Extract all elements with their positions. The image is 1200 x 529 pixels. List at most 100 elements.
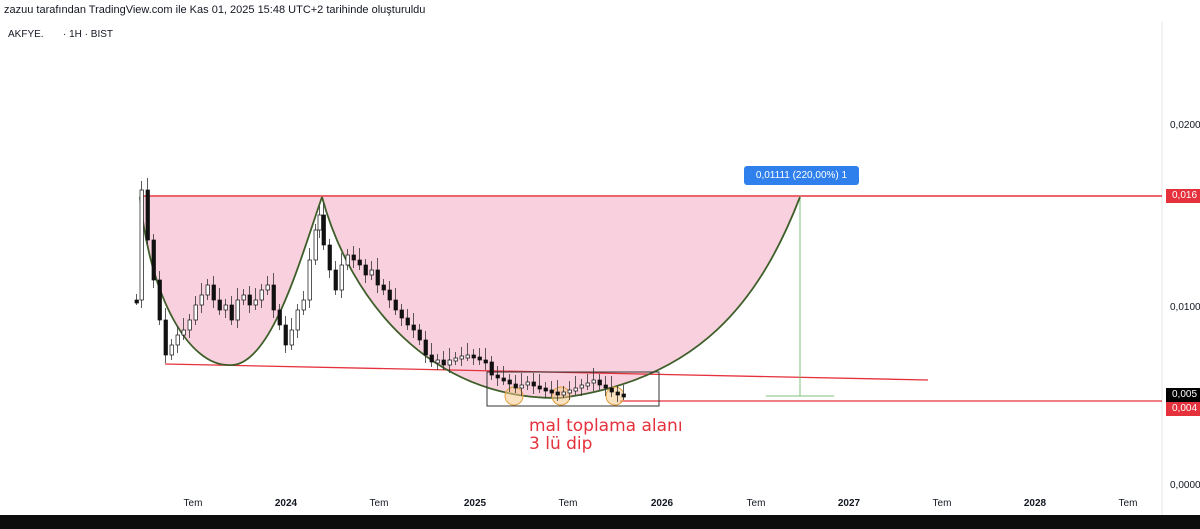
candle-body xyxy=(217,299,222,311)
price-candles xyxy=(134,178,626,402)
candle-body xyxy=(175,334,180,346)
candle-body xyxy=(519,384,524,389)
candle-body xyxy=(139,189,144,301)
candle-body xyxy=(447,359,452,366)
time-label: Tem xyxy=(932,498,952,509)
dip-circle-1 xyxy=(504,386,524,406)
price-tick: 0,0000 xyxy=(1170,480,1200,491)
cup-fill xyxy=(140,197,800,399)
candle-body xyxy=(621,393,626,398)
candle-body xyxy=(134,299,139,304)
candle-body xyxy=(247,294,252,306)
candle-body xyxy=(381,284,386,291)
candle-body xyxy=(283,324,288,346)
candle-body xyxy=(465,354,470,359)
candle-body xyxy=(615,391,620,396)
candle-body xyxy=(307,259,312,301)
candle-body xyxy=(483,359,488,364)
candle-body xyxy=(429,354,434,363)
price-badge-last: 0,005 xyxy=(1166,388,1200,402)
symbol-label[interactable]: AKFYE. · 1H · BIST xyxy=(8,29,114,40)
candle-body xyxy=(211,284,216,301)
candle-body xyxy=(489,361,494,376)
candle-body xyxy=(327,244,332,271)
candle-body xyxy=(271,284,276,311)
candle-body xyxy=(181,329,186,336)
candle-body xyxy=(399,309,404,319)
candle-body xyxy=(265,284,270,291)
candle-body xyxy=(351,254,356,261)
time-label: Tem xyxy=(183,498,203,509)
candle-body xyxy=(259,289,264,301)
time-label: Tem xyxy=(746,498,766,509)
candle-body xyxy=(417,329,422,341)
candle-body xyxy=(561,391,566,396)
candle-body xyxy=(163,319,168,356)
price-badge-resistance: 0,016 xyxy=(1166,189,1200,203)
candle-body xyxy=(301,299,306,311)
time-label: Tem xyxy=(558,498,578,509)
candle-body xyxy=(235,299,240,321)
candle-body xyxy=(573,387,578,392)
candle-body xyxy=(525,381,530,386)
candle-body xyxy=(321,214,326,246)
candle-body xyxy=(289,329,294,346)
candle-body xyxy=(295,309,300,331)
accumulation-box xyxy=(486,371,660,407)
candle-body xyxy=(357,259,362,266)
candle-body xyxy=(435,359,440,364)
candle-body xyxy=(567,389,572,394)
price-tick: 0,0100 xyxy=(1170,302,1200,313)
candle-body xyxy=(459,355,464,360)
candle-body xyxy=(369,269,374,276)
candle-body xyxy=(453,357,458,362)
candle-body xyxy=(501,377,506,382)
candle-body xyxy=(317,214,322,231)
time-label-year: 2024 xyxy=(274,498,298,509)
candle-body xyxy=(537,385,542,390)
time-label-year: 2027 xyxy=(837,498,861,509)
candle-body xyxy=(229,304,234,321)
candle-body xyxy=(579,384,584,389)
annotation-line-2: 3 lü dip xyxy=(529,434,593,454)
candle-body xyxy=(597,379,602,386)
candle-body xyxy=(411,324,416,331)
measure-label[interactable]: 0,01111 (220,00%) 1 xyxy=(744,166,859,185)
candle-body xyxy=(199,294,204,306)
candle-body xyxy=(187,319,192,331)
candle-body xyxy=(603,384,608,389)
candle-body xyxy=(477,356,482,361)
time-label-year: 2028 xyxy=(1023,498,1047,509)
candle-body xyxy=(223,304,228,311)
candle-body xyxy=(555,391,560,396)
time-label: Tem xyxy=(1118,498,1138,509)
candle-body xyxy=(543,387,548,392)
candle-body xyxy=(507,379,512,385)
candle-body xyxy=(363,264,368,276)
price-tick: 0,0200 xyxy=(1170,120,1200,131)
bottom-bar xyxy=(0,515,1200,529)
candle-body xyxy=(513,383,518,389)
candle-body xyxy=(277,309,282,326)
candle-body xyxy=(253,299,258,306)
time-label-year: 2026 xyxy=(650,498,674,509)
candle-body xyxy=(585,382,590,387)
candle-body xyxy=(495,374,500,379)
dip-circle-2 xyxy=(551,386,571,406)
candle-body xyxy=(471,354,476,359)
candle-body xyxy=(145,189,150,241)
candle-body xyxy=(339,264,344,291)
candle-body xyxy=(549,389,554,394)
candle-body xyxy=(591,379,596,384)
candle-body xyxy=(531,381,536,387)
candle-body xyxy=(423,339,428,356)
time-label-year: 2025 xyxy=(463,498,487,509)
candle-body xyxy=(333,269,338,291)
time-label: Tem xyxy=(369,498,389,509)
candle-body xyxy=(387,289,392,301)
candle-body xyxy=(313,229,318,261)
candle-body xyxy=(375,269,380,286)
header-caption: zazuu tarafından TradingView.com ile Kas… xyxy=(4,4,426,16)
candle-body xyxy=(405,317,410,326)
